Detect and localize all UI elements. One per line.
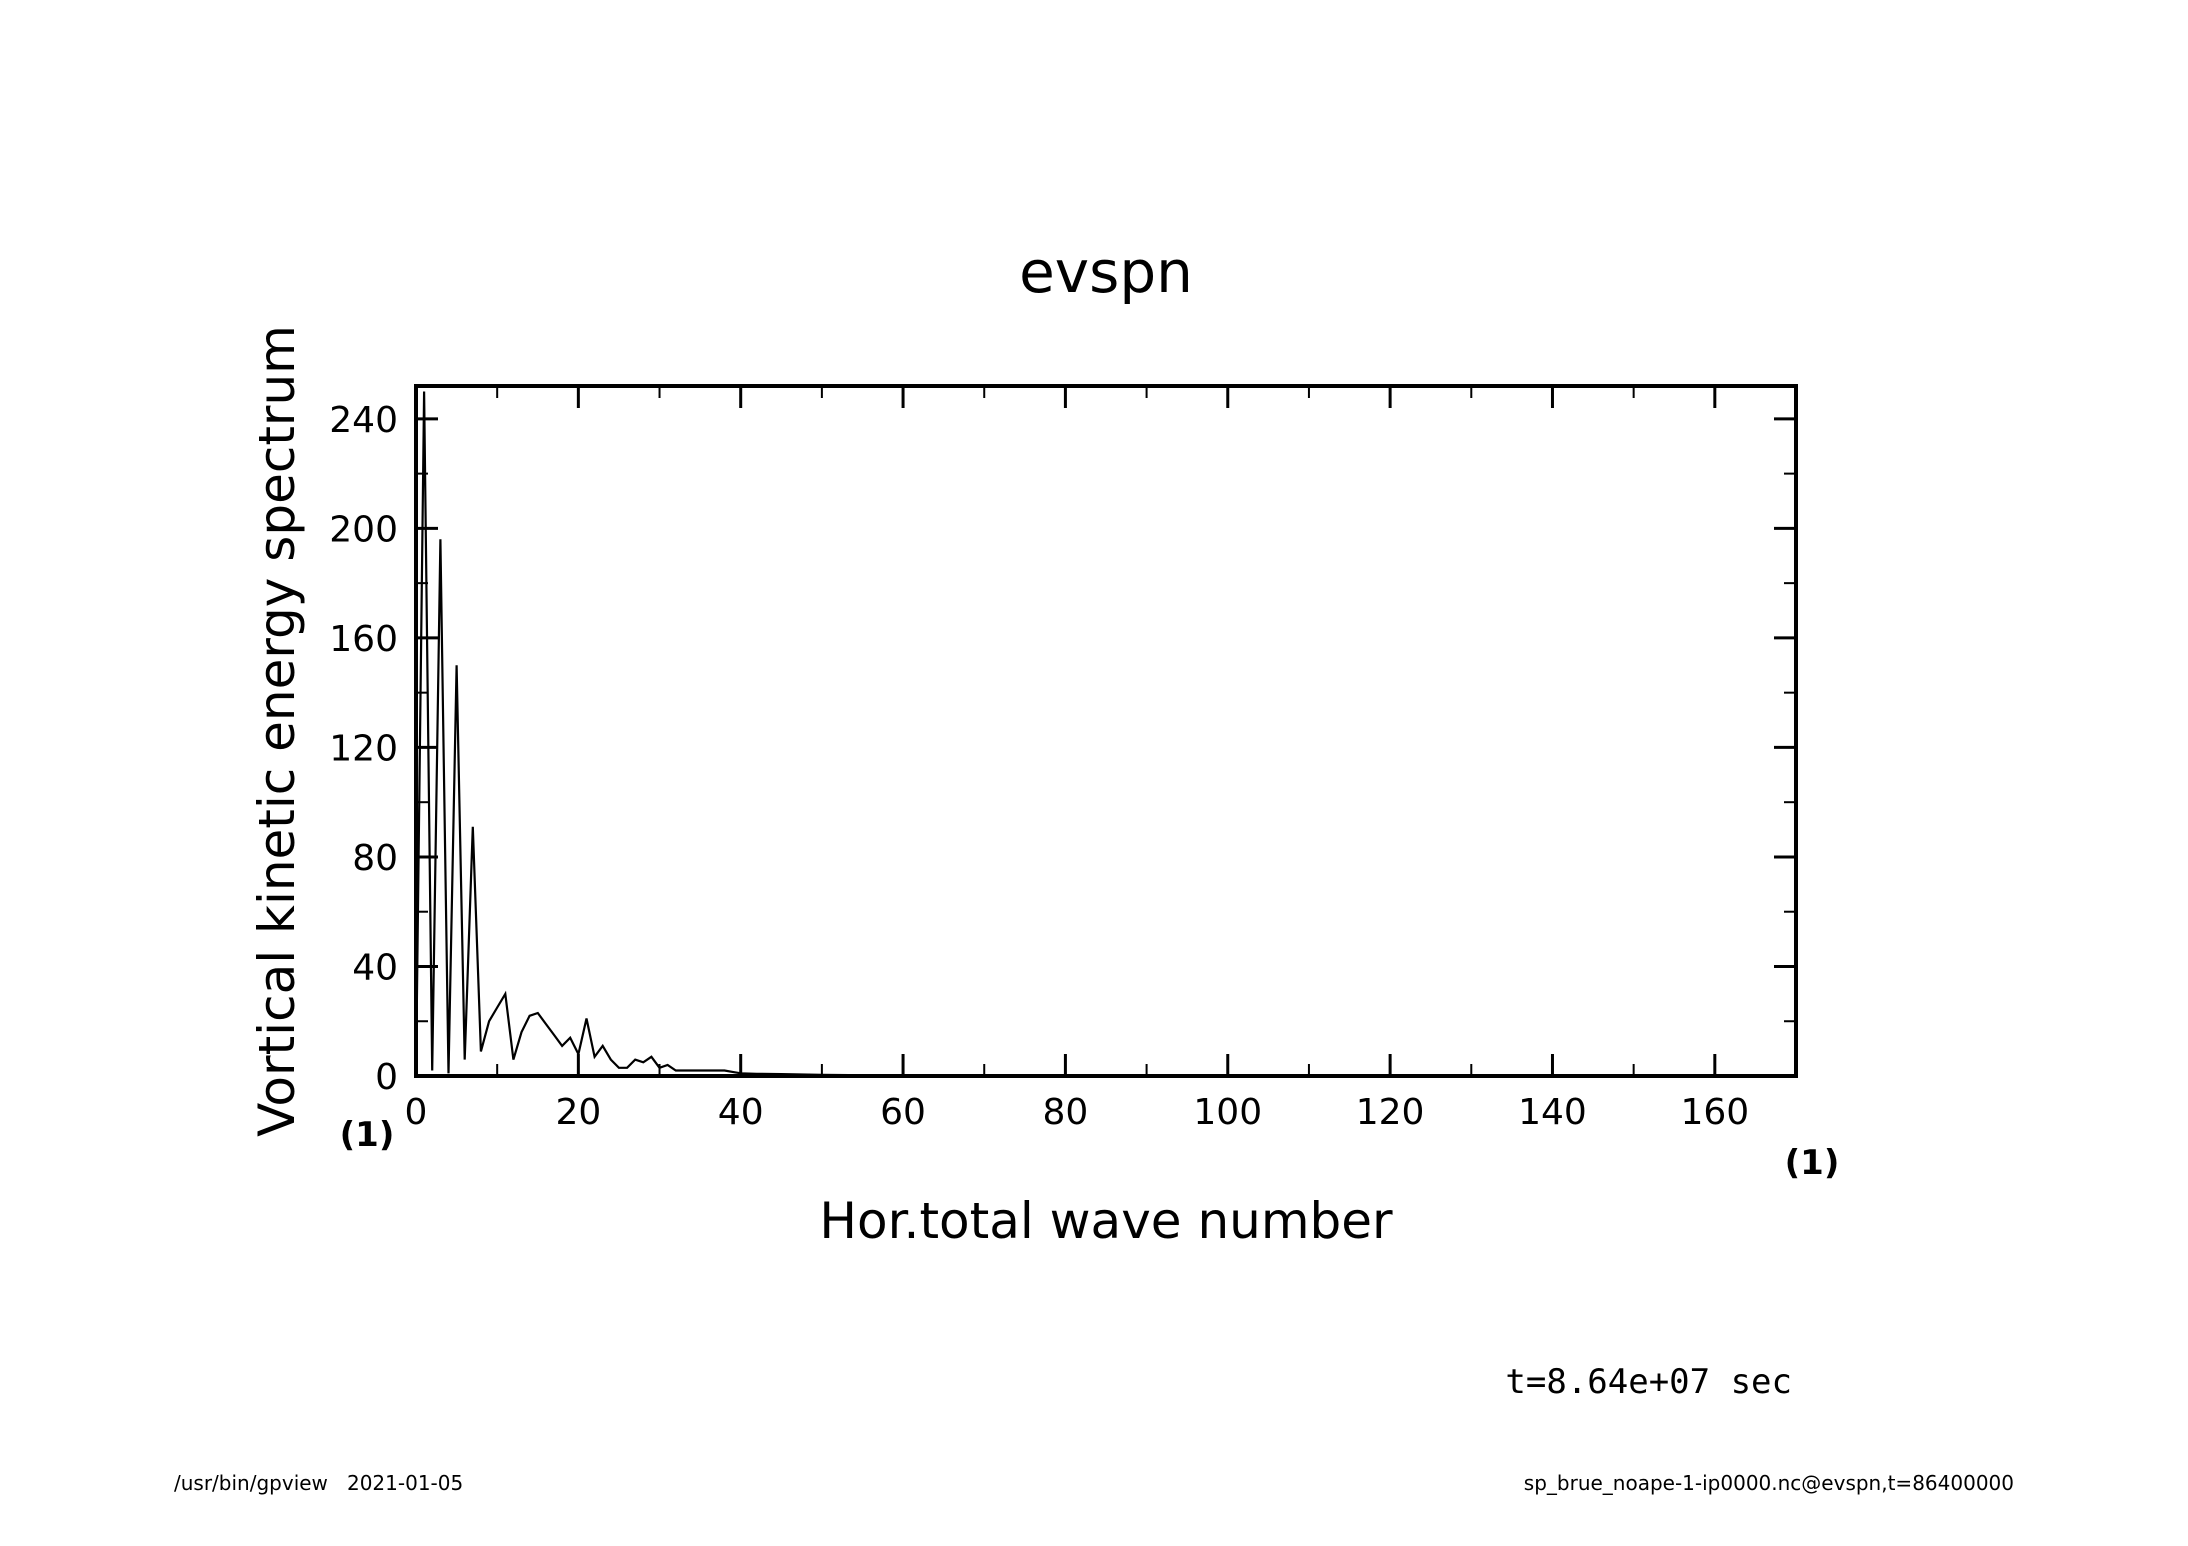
- x-axis-ticks: [414, 386, 1717, 1076]
- y-axis-title: Vortical kinetic energy spectrum: [248, 325, 306, 1137]
- footer-right: sp_brue_noape-1-ip0000.nc@evspn,t=864000…: [1524, 1471, 2014, 1495]
- y-axis-tick-labels: 0 40 80 120 160 200 240: [329, 400, 398, 1098]
- x-axis-tick-labels: 0 20 40 60 80 100 120 140 160: [405, 1092, 1750, 1133]
- series-line: [414, 391, 1796, 1078]
- y-tick-label: 120: [329, 728, 398, 769]
- footer-left: /usr/bin/gpview 2021-01-05: [174, 1471, 463, 1495]
- x-tick-label: 120: [1356, 1092, 1425, 1133]
- x-tick-label: 20: [555, 1092, 601, 1133]
- x-tick-label: 160: [1680, 1092, 1749, 1133]
- chart-title: evspn: [1019, 238, 1193, 306]
- time-annotation: t=8.64e+07 sec: [1505, 1362, 1792, 1402]
- y-tick-label: 80: [352, 838, 398, 879]
- x-axis-title: Hor.total wave number: [819, 1192, 1393, 1250]
- y-tick-label: 200: [329, 509, 398, 550]
- y-tick-label: 40: [352, 947, 398, 988]
- plot-frame: [414, 384, 1798, 1078]
- x-tick-label: 140: [1518, 1092, 1587, 1133]
- y-tick-label: 240: [329, 400, 398, 441]
- y-tick-label: 0: [375, 1057, 398, 1098]
- x-tick-label: 0: [405, 1092, 428, 1133]
- x-tick-label: 100: [1193, 1092, 1262, 1133]
- y-tick-label: 160: [329, 619, 398, 660]
- y-unit-label: (1): [340, 1115, 395, 1155]
- x-unit-label: (1): [1785, 1143, 1840, 1183]
- x-tick-label: 80: [1043, 1092, 1089, 1133]
- x-tick-label: 40: [718, 1092, 764, 1133]
- y-axis-ticks: [416, 417, 1796, 1078]
- x-tick-label: 60: [880, 1092, 926, 1133]
